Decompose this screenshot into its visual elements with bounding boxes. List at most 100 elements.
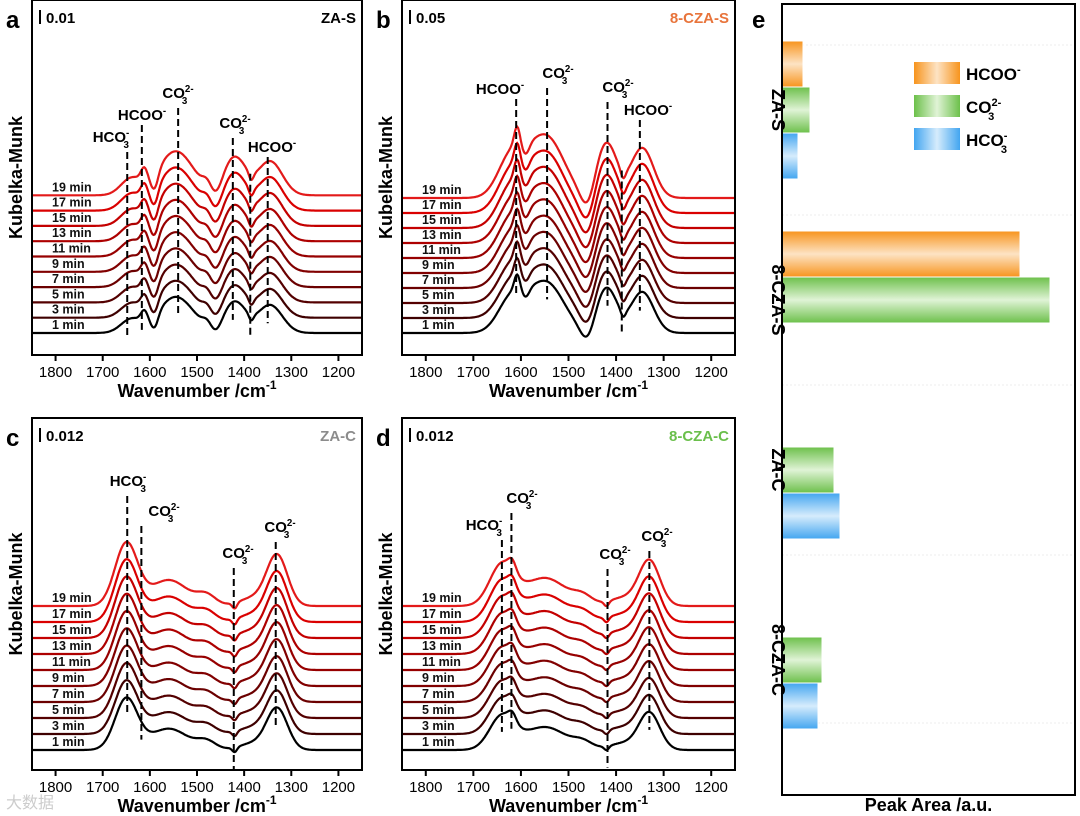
series-label: 19 min [52,591,92,605]
ion-superscript: 2- [185,84,194,95]
series-label: 7 min [422,687,455,701]
series-line-7-min [402,658,735,704]
series-label: 15 min [52,623,92,637]
ion-superscript: - [499,516,502,527]
ion-base: CO [219,115,242,132]
ion-base: CO [506,490,529,507]
series-line-7-min [32,247,362,289]
x-tick-label: 1400 [227,779,260,796]
ion-label: CO2-3 [148,502,179,525]
x-tick-label: 1300 [647,364,680,381]
series-label: 11 min [52,655,91,669]
ion-subscript: 3 [239,126,245,137]
y-axis-label: Kubelka-Munk [376,115,396,239]
series-line-5-min [32,661,362,722]
ion-base: CO [542,65,565,82]
series-line-19-min [402,556,735,608]
ion-label: HCO-3 [966,130,1008,156]
ion-base: CO [222,545,245,562]
x-tick-label: 1600 [504,779,537,796]
x-tick-label: 1700 [457,779,490,796]
x-axis-label: Wavenumber /cm-1 [489,378,648,401]
x-tick-label: 1300 [275,364,308,381]
ion-subscript: 3 [661,539,667,550]
series-label: 17 min [52,607,92,621]
series-line-13-min [402,607,735,656]
ion-superscript: 2- [287,518,296,529]
series-label: 19 min [422,183,462,197]
panel-letter-c: c [6,425,19,452]
y-axis-label: Kubelka-Munk [376,532,396,656]
series-line-15-min [402,157,735,234]
ion-subscript: 3 [622,90,628,101]
ion-base: HCOO [118,107,163,124]
x-tick-label: 1800 [39,779,72,796]
ion-base: CO [264,519,287,536]
ion-subscript: 3 [619,557,625,568]
series-label: 7 min [52,687,85,701]
panel-e: ZA-S 8-CZA-S ZA-C 8-CZA-C Peak Area /a.u. HCO… [768,3,1076,815]
ion-base: HCO [466,517,500,534]
bar [781,682,819,730]
ion-base: HCOO [966,65,1017,84]
ion-subscript: 3 [988,111,994,123]
series-label: 17 min [422,198,462,212]
ion-label: HCO-3 [93,128,130,151]
panel-title: ZA-S [321,10,356,27]
x-tick-label: 1800 [39,364,72,381]
ion-label: HCO-3 [110,472,147,495]
bar [781,86,811,134]
ion-subscript: 3 [496,528,502,539]
series-label: 17 min [52,196,92,210]
series-label: 5 min [52,287,85,301]
y-axis-label: Kubelka-Munk [6,532,26,656]
series-line-15-min [402,590,735,640]
ion-superscript: - [293,138,296,149]
x-axis-label: Wavenumber /cm-1 [117,378,276,401]
series-label: 3 min [52,719,85,733]
panel-letter-a: a [6,7,20,34]
series-line-3-min [402,256,735,323]
bar [781,40,804,88]
series-line-11-min [402,624,735,672]
x-tick-label: 1800 [409,364,442,381]
ion-subscript: 3 [182,96,188,107]
bar [781,636,823,684]
y-axis-label: Kubelka-Munk [6,115,26,239]
ion-base: CO [599,546,622,563]
series-label: 3 min [422,303,455,317]
ion-base: CO [641,528,664,545]
series-line-3-min [32,279,362,319]
ion-base: CO [148,503,171,520]
ion-superscript: 2- [992,97,1002,109]
ion-label: CO2-3 [966,97,1002,123]
x-tick-label: 1200 [322,364,355,381]
ion-subscript: 3 [168,514,174,525]
bar [781,492,841,540]
plot-frame [781,3,1076,796]
ion-superscript: - [1017,64,1021,76]
legend-swatch [914,62,960,84]
ion-label: CO2-3 [219,114,250,137]
series-line-9-min [402,641,735,688]
watermark: 大数据 [6,794,54,812]
series-line-17-min [402,141,735,219]
ion-base: HCO [93,129,127,146]
series-line-13-min [402,174,735,249]
series-label: 1 min [52,318,85,332]
x-tick-label: 1200 [322,779,355,796]
series-line-19-min [402,124,735,204]
panel-letter-b: b [376,7,391,34]
ion-superscript: 2- [529,489,538,500]
series-label: 9 min [52,257,85,271]
series-label: 15 min [422,623,462,637]
ion-superscript: 2- [622,545,631,556]
x-tick-label: 1800 [409,779,442,796]
ion-subscript: 3 [526,501,532,512]
series-label: 7 min [422,273,455,287]
series-line-5-min [402,240,735,308]
ion-superscript: - [143,472,146,483]
series-label: 15 min [52,211,92,225]
